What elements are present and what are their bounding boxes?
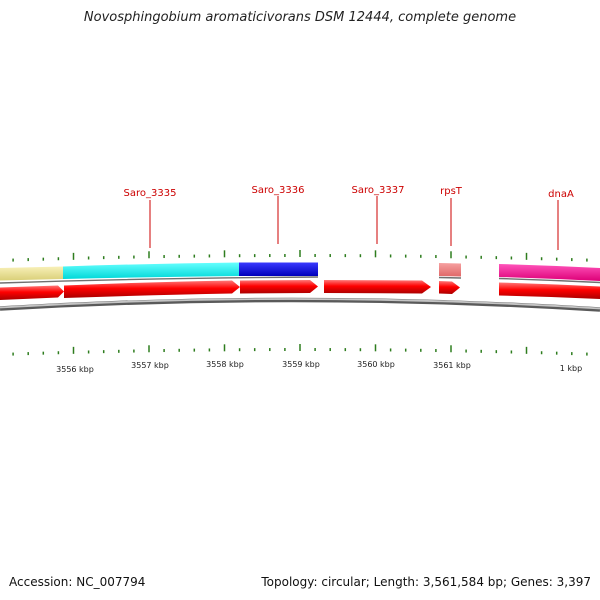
gene-label-saro-3335[interactable]: Saro_3335 xyxy=(124,188,177,199)
tick-label-3557-kbp: 3557 kbp xyxy=(131,361,169,370)
gene-leaders xyxy=(149,196,559,250)
accession-text: Accession: NC_007794 xyxy=(9,575,146,589)
gene-labels: Saro_3335 Saro_3336 Saro_3337 rpsT dnaA xyxy=(124,185,574,200)
tick-label-3561-kbp: 3561 kbp xyxy=(433,361,471,370)
feature-track xyxy=(0,262,600,281)
feature-khaki[interactable] xyxy=(0,266,63,281)
tick-label-3559-kbp: 3559 kbp xyxy=(282,360,320,369)
cds-arrow-2[interactable] xyxy=(64,280,240,299)
feature-salmon[interactable] xyxy=(439,263,461,277)
map-title: Novosphingobium aromaticivorans DSM 1244… xyxy=(83,10,517,25)
cds-arrow-4[interactable] xyxy=(324,280,431,294)
position-labels: 3556 kbp 3557 kbp 3558 kbp 3559 kbp 3560… xyxy=(56,360,582,374)
feature-magenta[interactable] xyxy=(499,264,600,281)
feature-shadow-lines xyxy=(0,276,600,284)
cds-arrow-6[interactable] xyxy=(499,282,600,300)
tick-label-3556-kbp: 3556 kbp xyxy=(56,365,94,374)
gene-label-saro-3337[interactable]: Saro_3337 xyxy=(352,185,405,196)
backbone xyxy=(0,297,600,312)
feature-blue[interactable] xyxy=(239,262,318,277)
gene-label-rpst[interactable]: rpsT xyxy=(440,186,463,197)
feature-cyan[interactable] xyxy=(63,262,239,280)
genome-summary-text: Topology: circular; Length: 3,561,584 bp… xyxy=(261,575,591,589)
cds-arrow-3[interactable] xyxy=(240,280,318,294)
cds-track xyxy=(0,280,600,300)
cds-arrow-1[interactable] xyxy=(0,285,64,301)
tick-label-3558-kbp: 3558 kbp xyxy=(206,360,244,369)
lower-tick-row xyxy=(12,344,588,356)
tick-label-1-kbp: 1 kbp xyxy=(560,364,582,373)
gene-label-saro-3336[interactable]: Saro_3336 xyxy=(252,185,305,196)
tick-label-3560-kbp: 3560 kbp xyxy=(357,360,395,369)
gene-label-dnaa[interactable]: dnaA xyxy=(548,189,574,200)
cds-arrow-5[interactable] xyxy=(439,281,460,294)
upper-tick-row xyxy=(12,250,588,262)
